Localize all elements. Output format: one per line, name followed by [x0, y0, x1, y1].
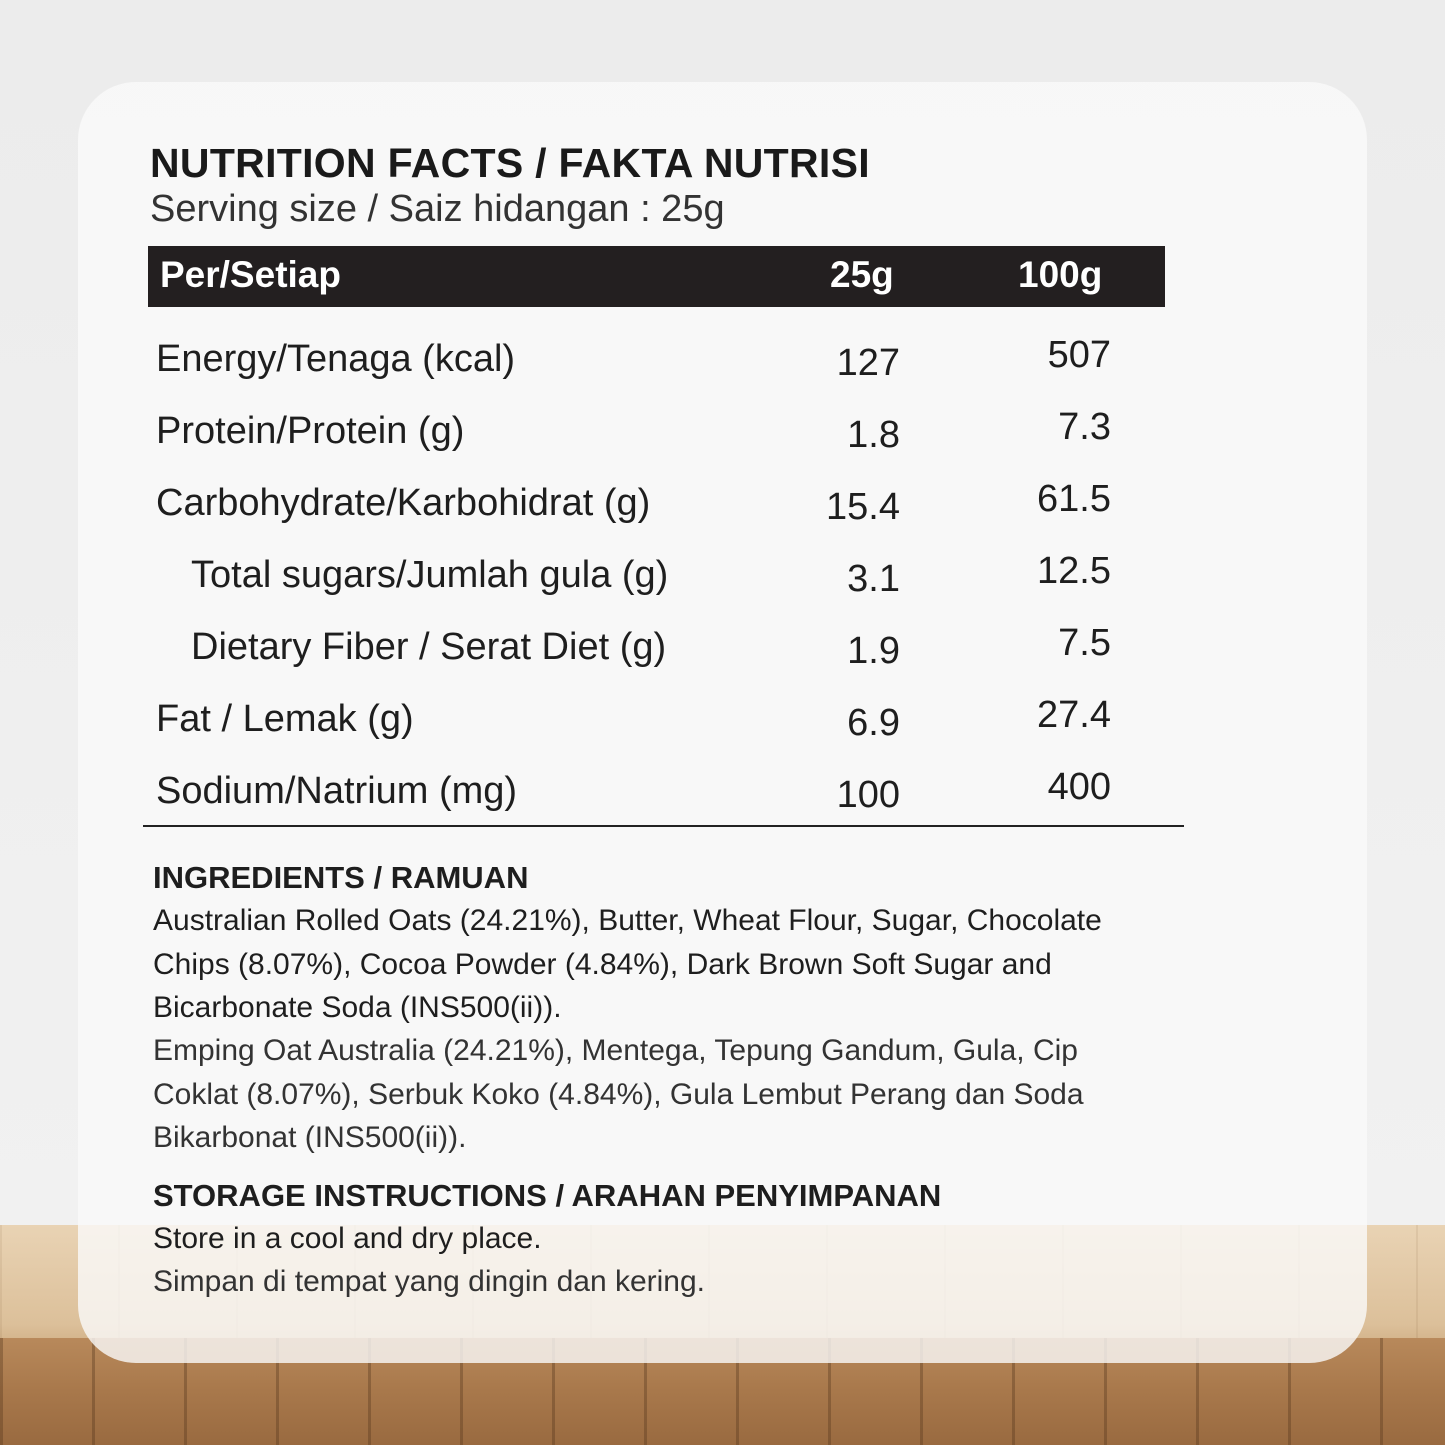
storage-english: Store in a cool and dry place.: [153, 1222, 542, 1255]
table-header-bar: Per/Setiap 25g 100g: [148, 246, 1165, 307]
header-col-100g: 100g: [1018, 254, 1103, 295]
nutrient-value-100g: 12.5: [1037, 550, 1111, 592]
nutrient-label: Total sugars/Jumlah gula (g): [191, 554, 669, 596]
ingredients-malay: Emping Oat Australia (24.21%), Mentega, …: [153, 1034, 1084, 1154]
nutrient-row-dietary-fiber: Dietary Fiber / Serat Diet (g) 1.9 7.5: [0, 622, 1445, 686]
nutrient-label: Energy/Tenaga (kcal): [156, 338, 516, 380]
nutrient-value-25g: 1.8: [847, 414, 900, 456]
nutrient-value-100g: 61.5: [1037, 478, 1111, 520]
nutrient-value-100g: 7.5: [1058, 622, 1111, 664]
serving-size: Serving size / Saiz hidangan : 25g: [150, 188, 725, 230]
storage-malay: Simpan di tempat yang dingin dan kering.: [153, 1265, 706, 1298]
nutrition-title: NUTRITION FACTS / FAKTA NUTRISI: [150, 140, 870, 186]
nutrient-value-100g: 400: [1047, 766, 1111, 808]
nutrient-value-25g: 1.9: [847, 630, 900, 672]
nutrient-row-sodium: Sodium/Natrium (mg) 100 400: [0, 766, 1445, 830]
nutrient-value-25g: 3.1: [847, 558, 900, 600]
nutrient-value-25g: 127: [836, 342, 900, 384]
table-bottom-rule: [143, 825, 1184, 827]
nutrient-row-carbohydrate: Carbohydrate/Karbohidrat (g) 15.4 61.5: [0, 478, 1445, 542]
nutrient-label: Sodium/Natrium (mg): [156, 770, 518, 812]
ingredients-heading: INGREDIENTS / RAMUAN: [153, 860, 529, 895]
nutrient-value-25g: 100: [836, 774, 900, 816]
header-col-25g: 25g: [830, 254, 894, 295]
nutrient-label: Carbohydrate/Karbohidrat (g): [156, 482, 651, 524]
nutrient-row-total-sugars: Total sugars/Jumlah gula (g) 3.1 12.5: [0, 550, 1445, 614]
header-per-label: Per/Setiap: [160, 254, 341, 295]
nutrient-row-protein: Protein/Protein (g) 1.8 7.3: [0, 406, 1445, 470]
storage-heading: STORAGE INSTRUCTIONS / ARAHAN PENYIMPANA…: [153, 1178, 942, 1213]
ingredients-english: Australian Rolled Oats (24.21%), Butter,…: [153, 904, 1102, 1024]
nutrient-value-25g: 6.9: [847, 702, 900, 744]
nutrient-label: Dietary Fiber / Serat Diet (g): [191, 626, 667, 668]
nutrient-value-100g: 7.3: [1058, 406, 1111, 448]
nutrient-value-25g: 15.4: [826, 486, 900, 528]
nutrient-value-100g: 27.4: [1037, 694, 1111, 736]
nutrient-label: Fat / Lemak (g): [156, 698, 414, 740]
nutrient-row-energy: Energy/Tenaga (kcal) 127 507: [0, 334, 1445, 398]
nutrient-row-fat: Fat / Lemak (g) 6.9 27.4: [0, 694, 1445, 758]
nutrient-value-100g: 507: [1047, 334, 1111, 376]
nutrient-label: Protein/Protein (g): [156, 410, 465, 452]
